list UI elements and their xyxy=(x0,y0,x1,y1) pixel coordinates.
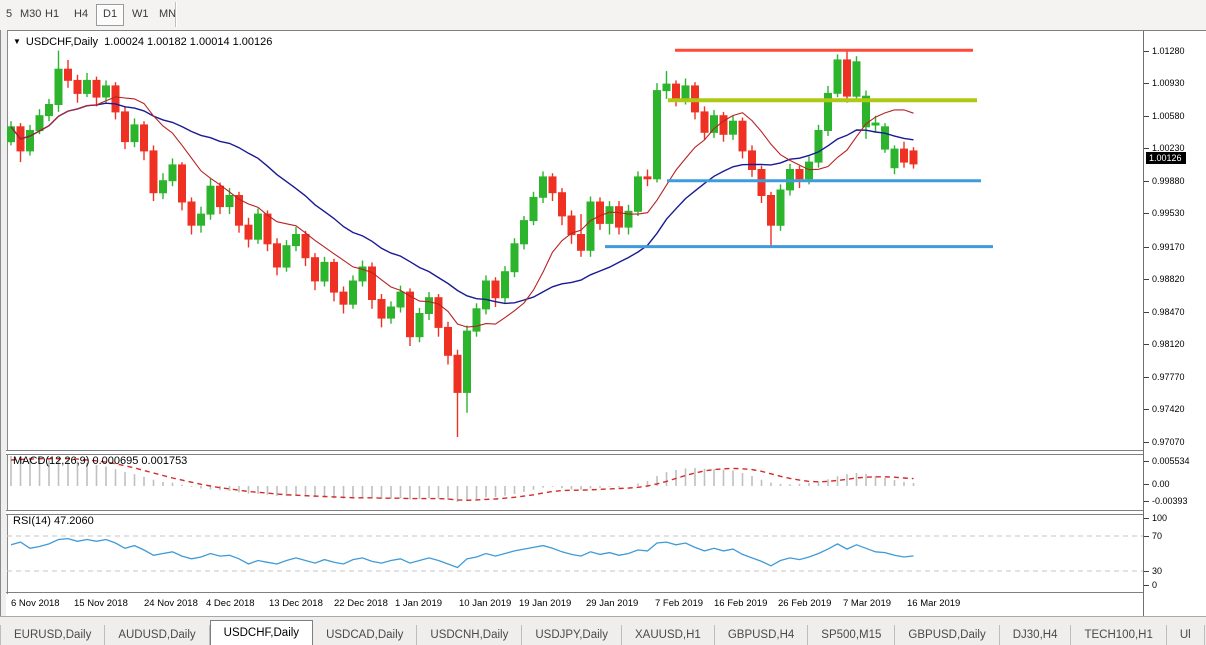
price-tick-label-tick xyxy=(1144,312,1149,313)
price-tick-label-tick xyxy=(1144,247,1149,248)
date-tick-label: 22 Dec 2018 xyxy=(334,598,388,609)
date-tick-label: 15 Nov 2018 xyxy=(74,598,128,609)
rsi-indicator-canvas[interactable] xyxy=(7,513,1143,592)
price-tick-label-tick xyxy=(1144,83,1149,84)
price-tick-label: 1.00930 xyxy=(1152,78,1185,88)
price-tick-label-tick xyxy=(1144,51,1149,52)
price-tick-label: 0.97070 xyxy=(1152,437,1185,447)
price-tick-label-tick xyxy=(1144,442,1149,443)
rsi-axis-label-tick xyxy=(1144,518,1149,519)
timeframe-button-m30[interactable]: M30 xyxy=(20,8,42,20)
rsi-label: RSI(14) 47.2060 xyxy=(13,515,94,527)
window-left-edge xyxy=(0,30,8,616)
price-tick-label: 0.97420 xyxy=(1152,404,1185,414)
macd-axis-label: 0.005534 xyxy=(1152,456,1190,466)
chart-tab-tech100-h1[interactable]: TECH100,H1 xyxy=(1071,625,1167,645)
timeframe-button-5[interactable]: 5 xyxy=(6,8,13,20)
price-chart-canvas[interactable] xyxy=(7,31,1143,450)
price-tick-label: 0.98470 xyxy=(1152,307,1185,317)
price-tick-label: 1.01280 xyxy=(1152,46,1185,56)
panel-separator-macd[interactable] xyxy=(6,450,1143,455)
chart-tab-usdjpy-daily[interactable]: USDJPY,Daily xyxy=(522,625,622,645)
date-tick-label: 16 Feb 2019 xyxy=(714,598,768,609)
date-tick-label: 10 Jan 2019 xyxy=(459,598,512,609)
timeframe-button-d1[interactable]: D1 xyxy=(96,4,125,26)
price-tick-label: 1.00580 xyxy=(1152,111,1185,121)
date-tick-label: 4 Dec 2018 xyxy=(206,598,255,609)
price-tick-label-tick xyxy=(1144,181,1149,182)
date-tick-label: 1 Jan 2019 xyxy=(395,598,443,609)
chart-context-triangle-icon[interactable]: ▼ xyxy=(13,37,21,46)
price-tick-label-tick xyxy=(1144,148,1149,149)
chart-tab-dj30-h4[interactable]: DJ30,H4 xyxy=(1000,625,1072,645)
price-tick-label: 1.00230 xyxy=(1152,143,1185,153)
rsi-axis-label: 0 xyxy=(1152,580,1158,590)
rsi-axis-label: 100 xyxy=(1152,513,1168,523)
rsi-axis-label: 70 xyxy=(1152,531,1163,541)
chart-tab-audusd-daily[interactable]: AUDUSD,Daily xyxy=(105,625,210,645)
rsi-axis-label-tick xyxy=(1144,585,1149,586)
chart-tab-eurusd-daily[interactable]: EURUSD,Daily xyxy=(1,625,106,645)
macd-axis-label: 0.00 xyxy=(1152,479,1170,489)
timeframe-toolbar: 5 M30 H1 H4 D1 W1 MN xyxy=(0,0,1206,31)
rsi-axis-label: 30 xyxy=(1152,566,1163,576)
price-tick-label-tick xyxy=(1144,344,1149,345)
date-tick-label: 29 Jan 2019 xyxy=(586,598,639,609)
price-tick-label: 0.99880 xyxy=(1152,176,1185,186)
macd-axis-label-tick xyxy=(1144,484,1149,485)
macd-axis-label: -0.00393 xyxy=(1152,496,1188,506)
macd-axis-label-tick xyxy=(1144,461,1149,462)
chart-tab-gbpusd-daily[interactable]: GBPUSD,Daily xyxy=(895,625,1000,645)
price-tick-label-tick xyxy=(1144,409,1149,410)
date-tick-label: 16 Mar 2019 xyxy=(907,598,961,609)
date-tick-label: 24 Nov 2018 xyxy=(144,598,198,609)
macd-values: 0.000695 0.001753 xyxy=(92,455,188,467)
date-tick-label: 19 Jan 2019 xyxy=(519,598,572,609)
timeframe-button-h1[interactable]: H1 xyxy=(45,8,60,20)
price-tick-label: 0.99530 xyxy=(1152,208,1185,218)
toolbar-separator xyxy=(175,2,177,27)
timeframe-button-w1[interactable]: W1 xyxy=(132,8,149,20)
chart-tab-xauusd-h1[interactable]: XAUUSD,H1 xyxy=(622,625,715,645)
price-tick-label-tick xyxy=(1144,279,1149,280)
chart-title: ▼ USDCHF,Daily 1.00024 1.00182 1.00014 1.… xyxy=(13,36,272,48)
price-tick-label-tick xyxy=(1144,377,1149,378)
macd-axis-label-tick xyxy=(1144,501,1149,502)
date-tick-label: 26 Feb 2019 xyxy=(778,598,832,609)
chart-tab-gbpusd-h4[interactable]: GBPUSD,H4 xyxy=(715,625,809,645)
macd-label: MACD(12,26,9) 0.000695 0.001753 xyxy=(13,455,188,467)
rsi-axis-label-tick xyxy=(1144,536,1149,537)
rsi-axis-label-tick xyxy=(1144,571,1149,572)
price-tick-label: 0.98820 xyxy=(1152,274,1185,284)
chart-symbol-label: USDCHF,Daily xyxy=(25,36,99,48)
timeframe-button-h4[interactable]: H4 xyxy=(74,8,89,20)
tab-stub xyxy=(0,625,1,645)
chart-tab-usdcad-daily[interactable]: USDCAD,Daily xyxy=(313,625,418,645)
timeframe-button-mn[interactable]: MN xyxy=(159,8,177,20)
price-tick-label: 0.98120 xyxy=(1152,339,1185,349)
chart-tab-ul[interactable]: Ul xyxy=(1167,625,1205,645)
date-tick-label: 13 Dec 2018 xyxy=(269,598,323,609)
chart-tab-bar: EURUSD,Daily AUDUSD,Daily USDCHF,Daily USDC… xyxy=(0,616,1206,645)
date-tick-label: 6 Nov 2018 xyxy=(11,598,60,609)
chart-tab-usdcnh-daily[interactable]: USDCNH,Daily xyxy=(417,625,523,645)
rsi-value: 47.2060 xyxy=(53,515,94,527)
price-tick-label-tick xyxy=(1144,213,1149,214)
chart-window-border xyxy=(6,30,1206,31)
date-tick-label: 7 Feb 2019 xyxy=(655,598,704,609)
current-price-tag: 1.00126 xyxy=(1146,152,1186,164)
date-axis[interactable]: 6 Nov 2018 15 Nov 2018 24 Nov 2018 4 Dec 20… xyxy=(6,594,1143,616)
chart-tab-sp500-m15[interactable]: SP500,M15 xyxy=(808,625,896,645)
macd-indicator-canvas[interactable] xyxy=(7,453,1143,510)
price-tick-label: 0.99170 xyxy=(1152,242,1185,252)
date-tick-label: 7 Mar 2019 xyxy=(843,598,892,609)
price-tick-label: 0.97770 xyxy=(1152,372,1185,382)
price-tick-label-tick xyxy=(1144,116,1149,117)
chart-ohlc-values: 1.00024 1.00182 1.00014 1.00126 xyxy=(104,36,273,48)
panel-separator-rsi[interactable] xyxy=(6,510,1143,515)
chart-tabs: EURUSD,Daily AUDUSD,Daily USDCHF,Daily USDC… xyxy=(1,620,1205,645)
chart-tab-usdchf-daily[interactable]: USDCHF,Daily xyxy=(209,620,314,645)
price-axis[interactable]: 1.01280 1.00930 1.00580 1.00230 0.99880 0.995… xyxy=(1143,31,1206,616)
date-axis-border xyxy=(6,592,1143,593)
